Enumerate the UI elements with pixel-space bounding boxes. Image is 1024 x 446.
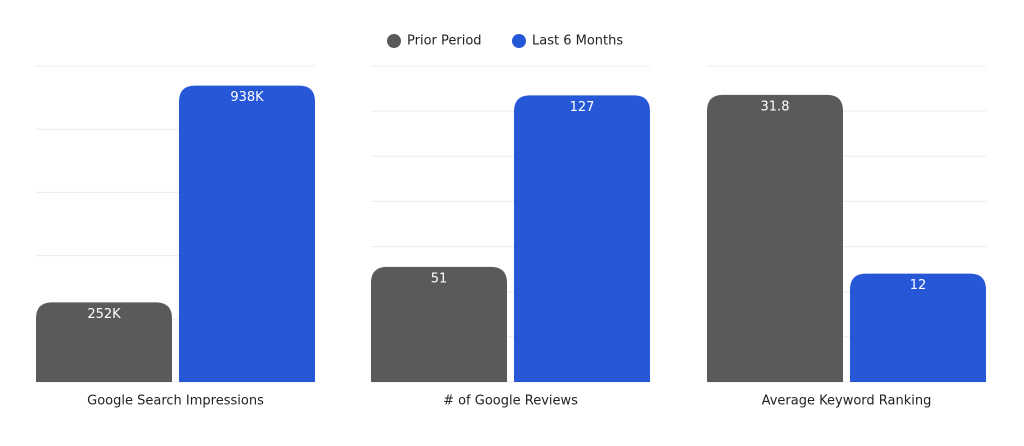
value-label: 127 (570, 100, 595, 115)
x-axis-label: # of Google Reviews (443, 394, 578, 409)
bar (850, 273, 986, 382)
value-label: 12 (910, 278, 927, 293)
x-axis-label: Average Keyword Ranking (762, 394, 932, 409)
bar (371, 266, 507, 382)
bar (707, 94, 843, 383)
legend-label: Prior Period (407, 34, 482, 49)
value-label: 252K (87, 307, 121, 322)
legend-label: Last 6 Months (532, 34, 623, 49)
bar (179, 85, 315, 382)
value-label: 31.8 (761, 99, 790, 114)
legend-marker (387, 34, 401, 48)
bar (514, 95, 650, 382)
bar (36, 302, 172, 382)
value-label: 938K (230, 90, 264, 105)
legend-marker (512, 34, 526, 48)
x-axis-label: Google Search Impressions (87, 394, 264, 409)
value-label: 51 (431, 271, 448, 286)
